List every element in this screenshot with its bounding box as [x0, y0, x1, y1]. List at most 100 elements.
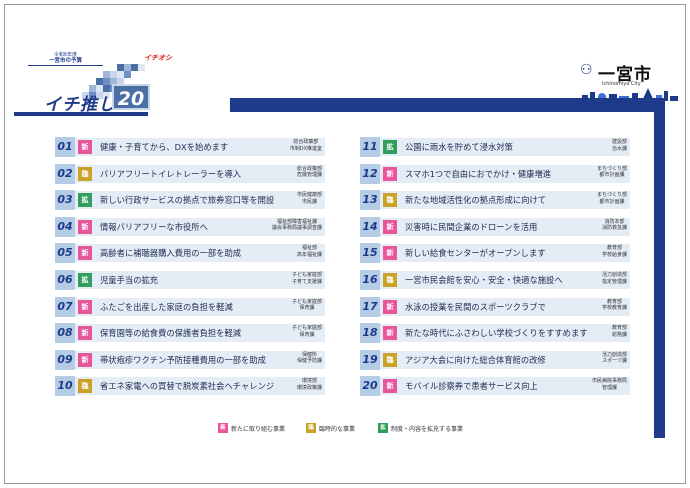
item-type-badge: 新 — [383, 379, 397, 394]
page-title-text: イチ推し — [44, 95, 116, 115]
city-name-en: Ichinomiya City — [602, 81, 641, 87]
item-bar: 拡新しい行政サービスの拠点で旅券窓口等を開設 市民健康部 市民課 — [75, 191, 325, 210]
item-bar: 新高齢者に補聴器購入費用の一部を助成 福祉部 高年福祉課 — [75, 244, 325, 263]
mosaic-tile — [103, 71, 110, 78]
item-label: 水泳の授業を民間のスポーツクラブで — [405, 301, 546, 312]
budget-caption: 令和6年度 一宮市の予算 — [28, 52, 103, 66]
item-bar: 新帯状疱疹ワクチン予防接種費用の一部を助成 保健所 保健予防課 — [75, 350, 325, 369]
item-number: 20 — [360, 376, 380, 397]
item-bar: 臨アジア大会に向けた総合体育館の改修 活力創造部 スポーツ課 — [380, 350, 630, 369]
mosaic-tile — [89, 85, 96, 92]
item-number: 10 — [55, 376, 75, 397]
item-type-badge: 新 — [383, 246, 397, 261]
list-item: 05 新高齢者に補聴器購入費用の一部を助成 福祉部 高年福祉課 — [55, 243, 325, 264]
item-bar: 臨新たな地域活性化の拠点形成に向けて まちづくり部 都市計画課 — [380, 191, 630, 210]
list-item: 13 臨新たな地域活性化の拠点形成に向けて まちづくり部 都市計画課 — [360, 190, 630, 211]
item-number: 18 — [360, 323, 380, 344]
list-item: 18 新新たな時代にふさわしい学校づくりをすすめます 教育部 総務課 — [360, 323, 630, 344]
item-label: 公園に雨水を貯めて浸水対策 — [405, 142, 513, 152]
item-bar: 新保育園等の給食費の保護者負担を軽減 子ども家庭部 保育課 — [75, 324, 325, 343]
mosaic-tile — [110, 78, 117, 85]
item-department: 保健所 保健予防課 — [296, 351, 322, 365]
item-department: 福祉部 高年福祉課 — [296, 245, 322, 258]
item-number: 08 — [55, 323, 75, 344]
item-number: 01 — [55, 137, 75, 157]
item-department: 市民病院事務局 管理課 — [591, 378, 627, 391]
city-emblem-icon: ⚇ — [580, 62, 593, 78]
item-number: 05 — [55, 243, 75, 264]
item-label: 災害時に民間企業のドローンを活用 — [405, 221, 538, 232]
list-item: 06 拡児童手当の拡充 子ども家庭部 子育て支援課 — [55, 270, 325, 290]
item-type-badge: 新 — [78, 326, 92, 341]
item-label: 新たな地域活性化の拠点形成に向けて — [405, 195, 547, 206]
list-item: 01 新健康・子育てから、DXを始めます 総合政策部 市制DX推進室 — [55, 137, 325, 157]
mosaic-tile — [138, 64, 145, 71]
item-label: 一宮市民会館を安心・安全・快適な施設へ — [405, 275, 563, 285]
item-bar: 新健康・子育てから、DXを始めます 総合政策部 市制DX推進室 — [75, 138, 325, 156]
mosaic-tile — [131, 64, 138, 71]
item-type-badge: 新 — [383, 166, 397, 181]
list-item: 07 新ふたごを出産した家庭の負担を軽減 子ども家庭部 保育課 — [55, 296, 325, 317]
item-type-badge: 臨 — [383, 273, 397, 287]
item-label: 健康・子育てから、DXを始めます — [100, 142, 229, 152]
item-number: 02 — [55, 163, 75, 184]
item-number: 16 — [360, 270, 380, 290]
item-department: 活力創造部 指定管理課 — [601, 272, 627, 285]
legend-text: 制度・内容を拡充する事業 — [391, 426, 464, 433]
item-type-badge: 拡 — [78, 193, 92, 208]
item-number: 03 — [55, 190, 75, 211]
item-number: 19 — [360, 349, 380, 370]
list-item: 03 拡新しい行政サービスの拠点で旅券窓口等を開設 市民健康部 市民課 — [55, 190, 325, 211]
title-underline — [14, 96, 148, 116]
item-type-badge: 新 — [383, 326, 397, 341]
mosaic-tile — [96, 78, 103, 85]
item-department: 子ども家庭部 子育て支援課 — [291, 272, 322, 285]
side-rule — [654, 98, 665, 438]
mosaic-decoration — [82, 64, 148, 104]
item-department: 教育部 総務課 — [611, 325, 627, 338]
mosaic-tile — [103, 85, 110, 92]
item-number: 04 — [55, 216, 75, 237]
legend-badge: 臨 — [306, 423, 316, 433]
item-label: 新たな時代にふさわしい学校づくりをすすめます — [405, 328, 588, 339]
page-frame — [4, 4, 686, 484]
item-department: 福祉部障害福祉課 議会事務局議事調査課 — [271, 218, 322, 232]
mosaic-tile — [110, 71, 117, 78]
item-type-badge: 拡 — [78, 273, 92, 287]
legend-badge: 拡 — [378, 423, 388, 433]
item-label: 保育園等の給食費の保護者負担を軽減 — [100, 328, 242, 339]
list-item: 12 新スマホ1つで自由におでかけ・健康増進 まちづくり部 都市計画課 — [360, 163, 630, 184]
mosaic-tile — [89, 92, 96, 99]
item-department: 総合政策部 危機管理課 — [296, 165, 322, 179]
item-label: 新しい行政サービスの拠点で旅券窓口等を開設 — [100, 195, 275, 206]
item-bar: 臨省エネ家電への買替で脱炭素社会へチャレンジ 環境部 環境政策課 — [75, 377, 325, 396]
list-item: 10 臨省エネ家電への買替で脱炭素社会へチャレンジ 環境部 環境政策課 — [55, 376, 325, 397]
item-number: 06 — [55, 270, 75, 290]
list-item: 16 臨一宮市民会館を安心・安全・快適な施設へ 活力創造部 指定管理課 — [360, 270, 630, 290]
item-bar: 拡公園に雨水を貯めて浸水対策 建設部 治水課 — [380, 138, 630, 156]
item-bar: 拡児童手当の拡充 子ども家庭部 子育て支援課 — [75, 271, 325, 289]
item-bar: 新新しい給食センターがオープンします 教育部 学校給食課 — [380, 244, 630, 263]
reiwa-year: 令和6年度 — [53, 52, 78, 58]
mosaic-tile — [103, 92, 110, 99]
item-bar: 新新たな時代にふさわしい学校づくりをすすめます 教育部 総務課 — [380, 324, 630, 343]
item-label: 情報バリアフリーな市役所へ — [100, 221, 208, 232]
mosaic-tile — [117, 71, 124, 78]
item-label: 児童手当の拡充 — [100, 275, 159, 285]
item-label: 帯状疱疹ワクチン予防接種費用の一部を助成 — [100, 354, 266, 365]
item-department: 消防本部 消防救急課 — [601, 218, 627, 232]
item-label: 新しい給食センターがオープンします — [405, 248, 546, 259]
item-department: 子ども家庭部 保育課 — [291, 298, 322, 312]
item-number: 14 — [360, 216, 380, 237]
item-label: バリアフリートイレトレーラーを導入 — [100, 168, 242, 179]
item-bar: 臨一宮市民会館を安心・安全・快適な施設へ 活力創造部 指定管理課 — [380, 271, 630, 289]
list-item: 17 新水泳の授業を民間のスポーツクラブで 教育部 学校教育課 — [360, 296, 630, 317]
mosaic-tile — [124, 71, 131, 78]
item-department: 環境部 環境政策課 — [296, 378, 322, 391]
item-bar: 新ふたごを出産した家庭の負担を軽減 子ども家庭部 保育課 — [75, 297, 325, 316]
legend-text: 臨時的な事業 — [319, 426, 356, 433]
item-department: 教育部 学校給食課 — [601, 245, 627, 258]
list-item: 20 新モバイル診察券で患者サービス向上 市民病院事務局 管理課 — [360, 376, 630, 397]
item-type-badge: 新 — [78, 299, 92, 314]
list-item: 14 新災害時に民間企業のドローンを活用 消防本部 消防救急課 — [360, 216, 630, 237]
